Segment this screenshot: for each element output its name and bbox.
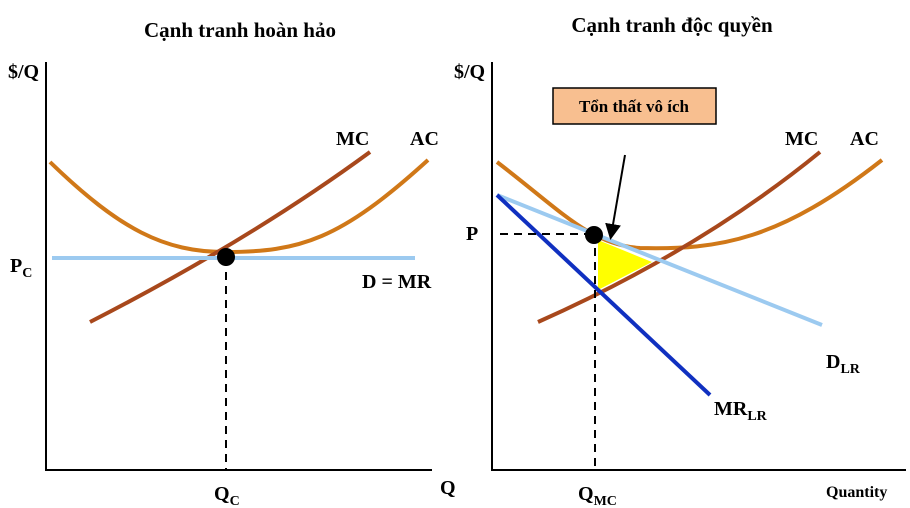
ac-curve (495, 158, 884, 251)
demand-label: D = MR (362, 271, 432, 293)
mr-label: MRLR (714, 398, 768, 424)
x-label: Q (440, 477, 456, 499)
deadweight-label: Tổn thất vô ích (579, 97, 690, 116)
main: MR (714, 398, 748, 420)
main: D (826, 351, 840, 373)
mc-curve (89, 150, 372, 324)
y-label: $/Q (8, 61, 39, 83)
right-panel: Cạnh tranh độc quyền Tổn thất vô ích $/Q… (454, 13, 906, 508)
title: Cạnh tranh độc quyền (571, 13, 773, 37)
x-label: Quantity (826, 484, 887, 501)
quantity-label: QC (214, 483, 240, 508)
deadweight-area (598, 240, 652, 290)
main: Q (214, 483, 230, 505)
sub: C (230, 494, 240, 508)
mr-line (495, 193, 712, 397)
label-box (552, 87, 717, 125)
main: Q (578, 483, 594, 505)
title: Cạnh tranh hoàn hảo (144, 18, 336, 42)
ac-label: AC (410, 128, 439, 150)
price-label: P (466, 223, 478, 245)
y-label: $/Q (454, 61, 485, 83)
price-label: PC (10, 255, 32, 281)
quantity-label: QMC (578, 483, 617, 508)
monopoly-dot (585, 226, 603, 244)
sub: C (22, 266, 32, 281)
sub: LR (840, 362, 860, 377)
demand-label: DLR (826, 351, 861, 377)
main: P (10, 255, 22, 277)
mc-label: MC (785, 128, 818, 150)
arrow (605, 154, 626, 240)
demand-line (496, 193, 823, 327)
mc-label: MC (336, 128, 369, 150)
sub: MC (594, 494, 617, 508)
left-panel: Cạnh tranh hoàn hảo $/Q MC AC PC D = MR … (8, 18, 456, 508)
ac-label: AC (850, 128, 879, 150)
mc-curve (537, 150, 822, 324)
sub: LR (747, 409, 767, 424)
equilibrium-dot (217, 248, 235, 266)
